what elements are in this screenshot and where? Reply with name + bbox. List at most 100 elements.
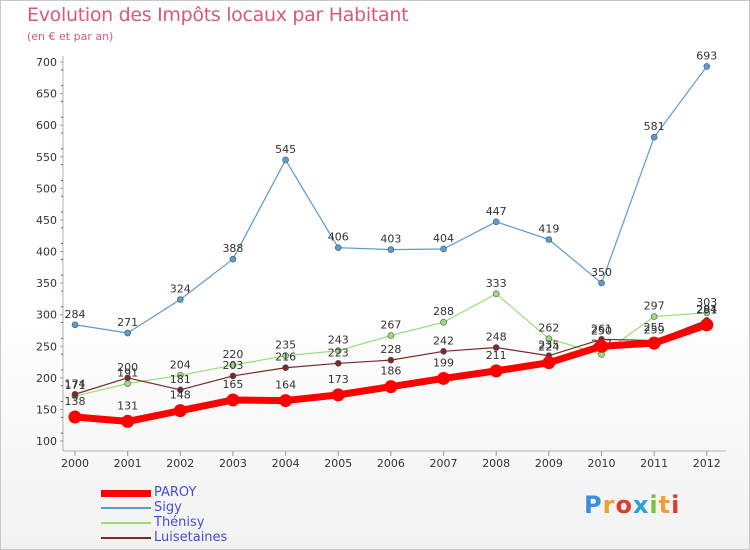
- data-label-sigy: 388: [222, 242, 243, 255]
- data-point-paroy: [68, 410, 82, 424]
- data-label-thénisy: 235: [275, 339, 296, 352]
- data-point-paroy: [121, 414, 135, 428]
- data-point-thénisy: [229, 361, 237, 369]
- data-label-thénisy: 220: [222, 348, 243, 361]
- data-point-sigy: [71, 321, 79, 329]
- data-point-sigy: [703, 63, 711, 70]
- data-label-thénisy: 267: [380, 319, 401, 332]
- legend-label: Luisetaines: [154, 530, 228, 545]
- data-label-paroy: 148: [170, 389, 191, 402]
- logo-letter: x: [632, 491, 650, 519]
- data-label-sigy: 404: [433, 232, 454, 245]
- data-label-thénisy: 262: [538, 322, 559, 335]
- data-point-thénisy: [387, 332, 395, 339]
- data-label-luisetaines: 235: [538, 339, 559, 352]
- data-point-sigy: [282, 156, 289, 164]
- data-label-sigy: 406: [328, 231, 349, 244]
- logo-letter: P: [584, 491, 603, 519]
- data-label-thénisy: 288: [433, 305, 454, 318]
- data-label-sigy: 350: [591, 266, 612, 279]
- y-tick-label: 100: [36, 435, 57, 448]
- data-point-paroy: [437, 371, 451, 385]
- data-label-luisetaines: 181: [170, 373, 191, 386]
- x-tick-label: 2011: [640, 457, 668, 470]
- y-tick-label: 150: [36, 403, 57, 416]
- chart-legend: PAROY Sigy Thénisy Luisetaines: [101, 485, 321, 545]
- data-label-sigy: 693: [696, 49, 717, 62]
- data-label-thénisy: 303: [696, 296, 717, 309]
- y-tick-label: 700: [36, 56, 57, 69]
- data-point-thénisy: [492, 290, 500, 298]
- proxiti-logo: Proxiti: [584, 491, 680, 519]
- data-point-thénisy: [124, 380, 131, 387]
- data-point-sigy: [440, 245, 447, 253]
- x-tick-label: 2002: [166, 457, 194, 470]
- y-tick-label: 200: [36, 372, 57, 385]
- y-tick-label: 450: [36, 214, 57, 227]
- data-point-luisetaines: [334, 360, 342, 367]
- data-point-luisetaines: [71, 390, 79, 398]
- data-label-luisetaines: 259: [644, 324, 665, 337]
- data-point-paroy: [542, 356, 556, 370]
- data-point-thénisy: [650, 313, 658, 320]
- data-point-paroy: [700, 318, 714, 332]
- x-tick-label: 2000: [61, 457, 89, 470]
- x-tick-label: 2001: [114, 457, 142, 470]
- data-label-luisetaines: 242: [433, 334, 454, 347]
- x-tick-label: 2008: [482, 457, 510, 470]
- data-point-luisetaines: [124, 374, 131, 382]
- data-label-thénisy: 333: [486, 277, 507, 290]
- data-label-thénisy: 171: [65, 379, 86, 392]
- legend-item-sigy: Sigy: [101, 500, 321, 515]
- y-tick-label: 400: [36, 246, 57, 259]
- data-point-thénisy: [440, 318, 447, 326]
- data-point-paroy: [489, 364, 503, 378]
- data-label-paroy: 211: [486, 349, 507, 362]
- legend-swatch: [101, 507, 151, 509]
- y-tick-label: 600: [36, 119, 57, 132]
- data-point-sigy: [598, 279, 605, 287]
- data-point-sigy: [492, 218, 500, 226]
- logo-letter: o: [615, 491, 633, 519]
- data-point-luisetaines: [282, 364, 289, 372]
- data-point-luisetaines: [492, 344, 500, 351]
- legend-swatch: [101, 522, 151, 524]
- legend-swatch: [101, 537, 151, 539]
- logo-letter: i: [671, 491, 681, 519]
- data-point-thénisy: [177, 372, 184, 379]
- x-tick-label: 2004: [272, 457, 300, 470]
- legend-label: PAROY: [154, 485, 197, 500]
- data-point-thénisy: [282, 352, 289, 360]
- data-label-luisetaines: 223: [328, 346, 349, 359]
- data-point-paroy: [279, 394, 293, 408]
- data-point-sigy: [177, 296, 184, 303]
- legend-item-luisetaines: Luisetaines: [101, 530, 321, 545]
- y-tick-label: 350: [36, 277, 57, 290]
- data-label-paroy: 255: [644, 321, 665, 334]
- data-point-thénisy: [334, 347, 342, 354]
- y-tick-label: 500: [36, 182, 57, 195]
- data-label-paroy: 138: [65, 395, 86, 408]
- y-tick-label: 300: [36, 309, 57, 322]
- data-label-paroy: 164: [275, 379, 296, 392]
- data-label-luisetaines: 261: [591, 322, 612, 335]
- data-label-sigy: 419: [538, 222, 559, 235]
- data-point-paroy: [173, 404, 187, 418]
- data-point-luisetaines: [177, 386, 184, 394]
- data-point-paroy: [226, 393, 240, 407]
- data-label-sigy: 271: [117, 316, 138, 329]
- data-label-paroy: 186: [380, 365, 401, 378]
- data-label-luisetaines: 228: [380, 343, 401, 356]
- data-point-paroy: [647, 336, 661, 350]
- data-label-thénisy: 191: [117, 367, 138, 380]
- legend-swatch: [101, 489, 151, 497]
- data-point-thénisy: [703, 309, 711, 317]
- data-label-sigy: 447: [486, 205, 507, 218]
- logo-letter: i: [649, 491, 659, 519]
- data-label-paroy: 224: [538, 341, 559, 354]
- data-label-paroy: 165: [222, 378, 243, 391]
- data-label-thénisy: 297: [644, 300, 665, 313]
- x-tick-label: 2012: [693, 457, 721, 470]
- legend-label: Thénisy: [154, 515, 205, 530]
